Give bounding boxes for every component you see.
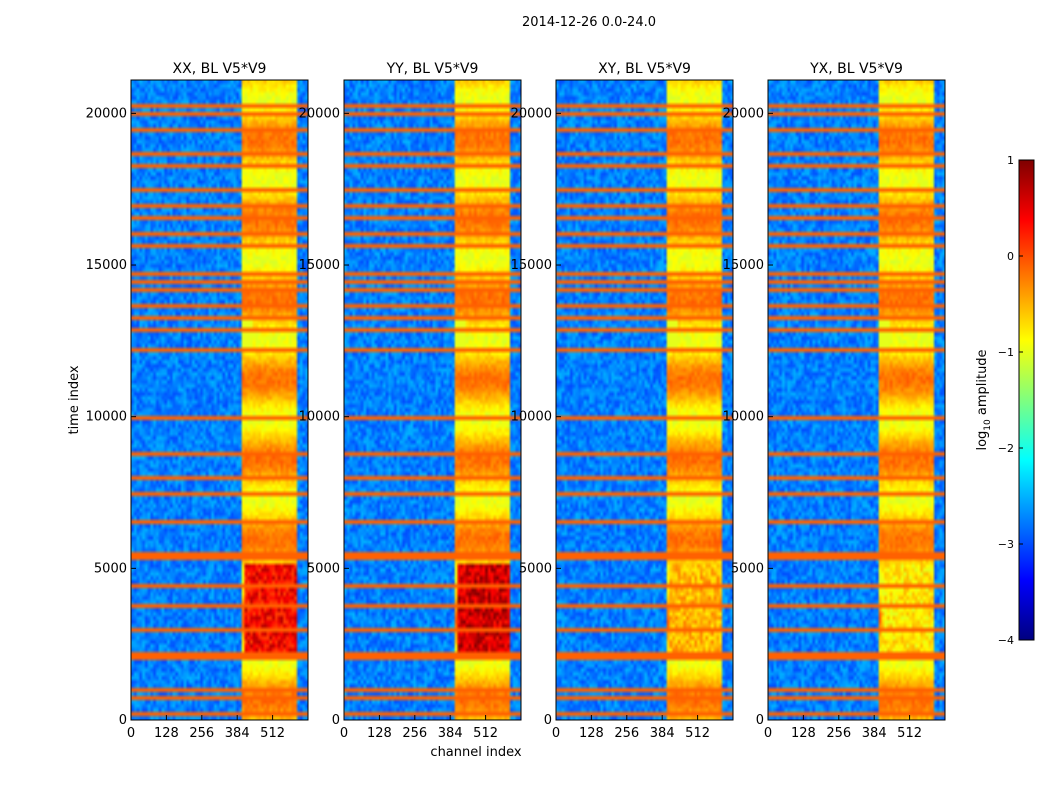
x-tick-label: 0 [764,726,772,741]
colorbar-tick-label: 0 [1007,250,1014,263]
x-tick-label: 384 [862,726,887,741]
x-tick-label: 384 [438,726,463,741]
panel-xx: XX, BL V5*V9 0 128 256 384 512 0 5000 10000 15000… [86,61,309,741]
x-tick-label: 512 [685,726,710,741]
x-tick-label: 512 [897,726,922,741]
x-tick-label: 256 [402,726,427,741]
panel-yx: YX, BL V5*V9 0 128 256 384 512 0 5000 10000 15000… [723,61,946,741]
x-axis-label: channel index [430,745,521,760]
y-tick-label: 15000 [86,258,127,273]
y-tick-label: 15000 [511,258,552,273]
colorbar-tick-label: 1 [1007,154,1014,167]
y-tick-label: 20000 [86,106,127,121]
y-tick-label: 20000 [511,106,552,121]
y-tick-label: 0 [756,713,764,728]
colorbar: 1 0 −1 −2 −3 −4 log10 amplitude [975,154,1035,647]
colorbar-gradient [1018,159,1035,641]
axes-frame [130,79,309,721]
x-tick-label: 512 [473,726,498,741]
y-tick-label: 5000 [519,561,552,576]
y-tick-label: 0 [332,713,340,728]
axes-frame [343,79,522,721]
y-tick-label: 5000 [731,561,764,576]
panel-title: YY, BL V5*V9 [386,61,479,77]
y-tick-label: 10000 [299,410,340,425]
axes-frame [767,79,946,721]
colorbar-tick-label: −3 [998,538,1014,551]
x-tick-label: 0 [340,726,348,741]
x-tick-label: 128 [791,726,816,741]
heatmap-xy [556,80,733,720]
panel-title: XY, BL V5*V9 [598,61,691,77]
colorbar-tick-label: −4 [998,634,1014,647]
panel-title: YX, BL V5*V9 [809,61,903,77]
y-tick-label: 5000 [307,561,340,576]
y-tick-label: 10000 [511,410,552,425]
x-tick-label: 256 [189,726,214,741]
panels: XX, BL V5*V9 0 128 256 384 512 0 5000 10000 15000… [86,61,946,741]
x-tick-label: 256 [826,726,851,741]
heatmap-yx [768,80,945,720]
x-tick-label: 512 [260,726,285,741]
x-tick-label: 128 [367,726,392,741]
x-tick-label: 0 [552,726,560,741]
y-tick-label: 5000 [94,561,127,576]
y-tick-label: 0 [544,713,552,728]
colorbar-label: log10 amplitude [975,349,993,450]
y-tick-label: 20000 [299,106,340,121]
panel-title: XX, BL V5*V9 [173,61,267,77]
x-tick-label: 384 [225,726,250,741]
colorbar-ticks: 1 0 −1 −2 −3 −4 [998,154,1023,647]
panel-yy: YY, BL V5*V9 0 128 256 384 512 0 5000 10000 15000… [299,61,522,741]
x-tick-label: 128 [154,726,179,741]
y-tick-label: 20000 [723,106,764,121]
panel-xy: XY, BL V5*V9 0 128 256 384 512 0 5000 10000 15000… [511,61,734,741]
y-tick-label: 10000 [86,410,127,425]
figure-suptitle: 2014-12-26 0.0-24.0 [522,15,656,30]
x-tick-label: 256 [614,726,639,741]
axes-frame [555,79,734,721]
y-tick-label: 15000 [299,258,340,273]
heatmap-xx [131,80,308,720]
x-tick-label: 128 [579,726,604,741]
x-tick-label: 384 [650,726,675,741]
y-tick-label: 15000 [723,258,764,273]
x-tick-label: 0 [127,726,135,741]
y-tick-label: 10000 [723,410,764,425]
heatmap-yy [344,80,521,720]
y-tick-label: 0 [119,713,127,728]
colorbar-tick-label: −2 [998,442,1014,455]
colorbar-tick-label: −1 [998,346,1014,359]
y-axis-label: time index [67,365,82,434]
